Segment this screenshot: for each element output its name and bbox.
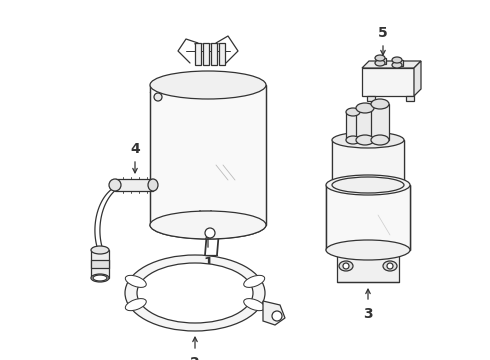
Bar — [91, 260, 109, 268]
Ellipse shape — [150, 71, 266, 99]
Ellipse shape — [383, 261, 397, 271]
Ellipse shape — [339, 261, 353, 271]
Bar — [356, 108, 374, 140]
Bar — [219, 43, 225, 65]
Ellipse shape — [356, 103, 374, 113]
Ellipse shape — [244, 298, 265, 311]
Ellipse shape — [125, 275, 147, 287]
Text: 5: 5 — [378, 26, 388, 40]
Ellipse shape — [326, 175, 410, 195]
Ellipse shape — [332, 177, 404, 193]
Polygon shape — [414, 61, 421, 96]
Bar — [346, 112, 360, 140]
Bar — [203, 43, 209, 65]
Ellipse shape — [125, 298, 147, 311]
Ellipse shape — [371, 135, 389, 145]
Polygon shape — [332, 140, 404, 185]
Ellipse shape — [109, 179, 121, 191]
Polygon shape — [362, 61, 421, 68]
Ellipse shape — [205, 228, 215, 238]
Polygon shape — [326, 185, 410, 250]
Ellipse shape — [356, 135, 374, 145]
Ellipse shape — [93, 275, 107, 281]
Text: 3: 3 — [363, 307, 373, 321]
Ellipse shape — [91, 274, 109, 282]
Polygon shape — [263, 301, 285, 325]
Ellipse shape — [392, 57, 402, 63]
Ellipse shape — [332, 132, 404, 148]
Bar — [211, 43, 217, 65]
Ellipse shape — [346, 136, 360, 144]
Ellipse shape — [125, 255, 265, 331]
Ellipse shape — [272, 311, 282, 321]
Bar — [367, 96, 375, 101]
Text: 2: 2 — [190, 356, 200, 360]
Bar — [115, 179, 153, 191]
Polygon shape — [150, 85, 266, 225]
Ellipse shape — [150, 211, 266, 239]
Text: 4: 4 — [130, 142, 140, 156]
Ellipse shape — [371, 99, 389, 109]
Ellipse shape — [343, 263, 349, 269]
Bar — [362, 68, 414, 96]
Bar — [337, 250, 399, 282]
Bar — [376, 58, 386, 64]
Ellipse shape — [346, 108, 360, 116]
Bar — [406, 96, 414, 101]
Ellipse shape — [137, 263, 253, 323]
Ellipse shape — [375, 60, 385, 66]
Bar — [195, 43, 201, 65]
Ellipse shape — [375, 55, 385, 61]
Text: 1: 1 — [203, 256, 213, 270]
Ellipse shape — [392, 62, 402, 68]
Ellipse shape — [244, 275, 265, 287]
Bar — [393, 60, 403, 66]
Bar — [371, 104, 389, 140]
Ellipse shape — [154, 93, 162, 101]
Ellipse shape — [148, 179, 158, 191]
Ellipse shape — [387, 263, 393, 269]
Ellipse shape — [326, 240, 410, 260]
Bar — [91, 250, 109, 278]
Ellipse shape — [91, 246, 109, 254]
